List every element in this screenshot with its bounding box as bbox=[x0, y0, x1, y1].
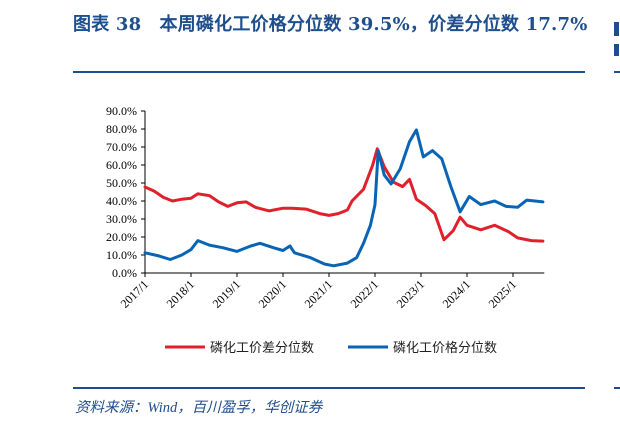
spread-percentile-line bbox=[143, 147, 545, 243]
y-tick-label: 30.0% bbox=[106, 212, 137, 226]
x-tick-label: 2025/1 bbox=[486, 277, 519, 310]
y-tick-label: 50.0% bbox=[106, 176, 137, 190]
y-tick-label: 10.0% bbox=[106, 248, 137, 262]
chart-legend: 磷化工价差分位数 磷化工价格分位数 bbox=[165, 340, 497, 355]
adjacent-panel-fragment bbox=[614, 22, 619, 36]
legend-label: 磷化工价格分位数 bbox=[393, 340, 497, 355]
adjacent-panel-fragment bbox=[614, 387, 620, 389]
source-note: 资料来源：Wind，百川盈孚，华创证券 bbox=[75, 400, 323, 416]
y-tick-label: 60.0% bbox=[106, 158, 137, 172]
adjacent-panel-fragment bbox=[614, 71, 620, 73]
chart-series bbox=[143, 128, 545, 268]
chart-title: 图表 38 本周磷化工价格分位数 39.5%，价差分位数 17.7% bbox=[73, 14, 588, 35]
x-tick-label: 2024/1 bbox=[440, 277, 473, 310]
footer-divider bbox=[73, 387, 585, 389]
y-tick-label: 20.0% bbox=[106, 230, 137, 244]
x-tick-label: 2019/1 bbox=[210, 277, 243, 310]
x-tick-label: 2021/1 bbox=[302, 277, 335, 310]
y-tick-label: 80.0% bbox=[106, 122, 137, 136]
y-tick-label: 40.0% bbox=[106, 194, 137, 208]
adjacent-panel-fragment bbox=[614, 44, 619, 56]
price-percentile-line bbox=[143, 128, 545, 268]
y-tick-label: 90.0% bbox=[106, 104, 137, 118]
y-tick-label: 0.0% bbox=[112, 266, 137, 280]
legend-label: 磷化工价差分位数 bbox=[210, 340, 314, 355]
x-tick-label: 2017/1 bbox=[118, 277, 151, 310]
x-tick-label: 2018/1 bbox=[164, 277, 197, 310]
y-tick-label: 70.0% bbox=[106, 140, 137, 154]
x-tick-label: 2023/1 bbox=[394, 277, 427, 310]
x-tick-label: 2020/1 bbox=[256, 277, 289, 310]
x-tick-label: 2022/1 bbox=[348, 277, 381, 310]
chart-axes: 0.0% 10.0% 20.0% 30.0% 40.0% 50.0% 60.0% 70.0% 8… bbox=[106, 104, 545, 311]
title-divider bbox=[73, 71, 585, 73]
